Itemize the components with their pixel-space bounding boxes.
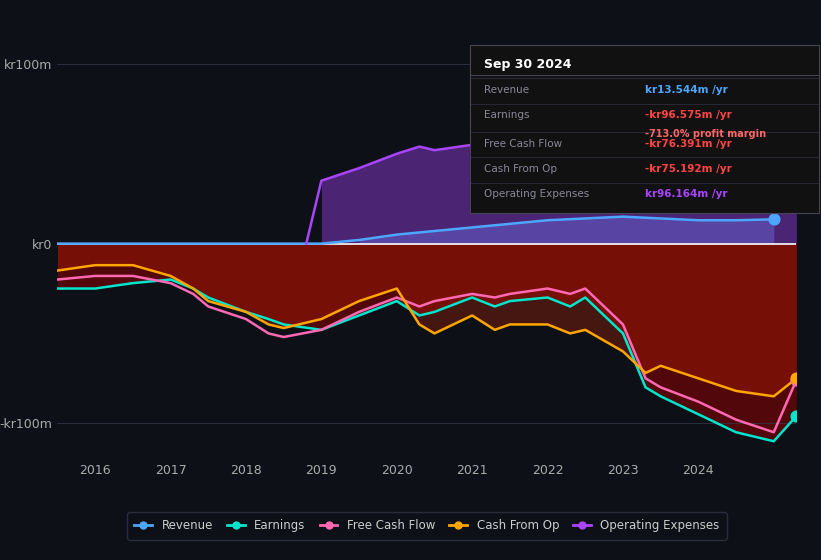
Text: -kr75.192m /yr: -kr75.192m /yr: [645, 164, 732, 174]
Text: Revenue: Revenue: [484, 85, 530, 95]
Legend: Revenue, Earnings, Free Cash Flow, Cash From Op, Operating Expenses: Revenue, Earnings, Free Cash Flow, Cash …: [127, 512, 727, 539]
Point: [790, 67, 803, 76]
Point: [790, 412, 803, 421]
Point: [790, 374, 803, 383]
Text: -kr76.391m /yr: -kr76.391m /yr: [645, 139, 732, 149]
Text: kr96.164m /yr: kr96.164m /yr: [645, 189, 727, 199]
Text: Sep 30 2024: Sep 30 2024: [484, 58, 572, 72]
Text: kr13.544m /yr: kr13.544m /yr: [645, 85, 727, 95]
Text: Earnings: Earnings: [484, 110, 530, 120]
Text: Cash From Op: Cash From Op: [484, 164, 557, 174]
Text: -kr96.575m /yr: -kr96.575m /yr: [645, 110, 732, 120]
Point: [767, 215, 780, 224]
Text: -713.0% profit margin: -713.0% profit margin: [645, 129, 766, 139]
Text: Free Cash Flow: Free Cash Flow: [484, 139, 562, 149]
Point: [790, 376, 803, 385]
Text: Operating Expenses: Operating Expenses: [484, 189, 589, 199]
